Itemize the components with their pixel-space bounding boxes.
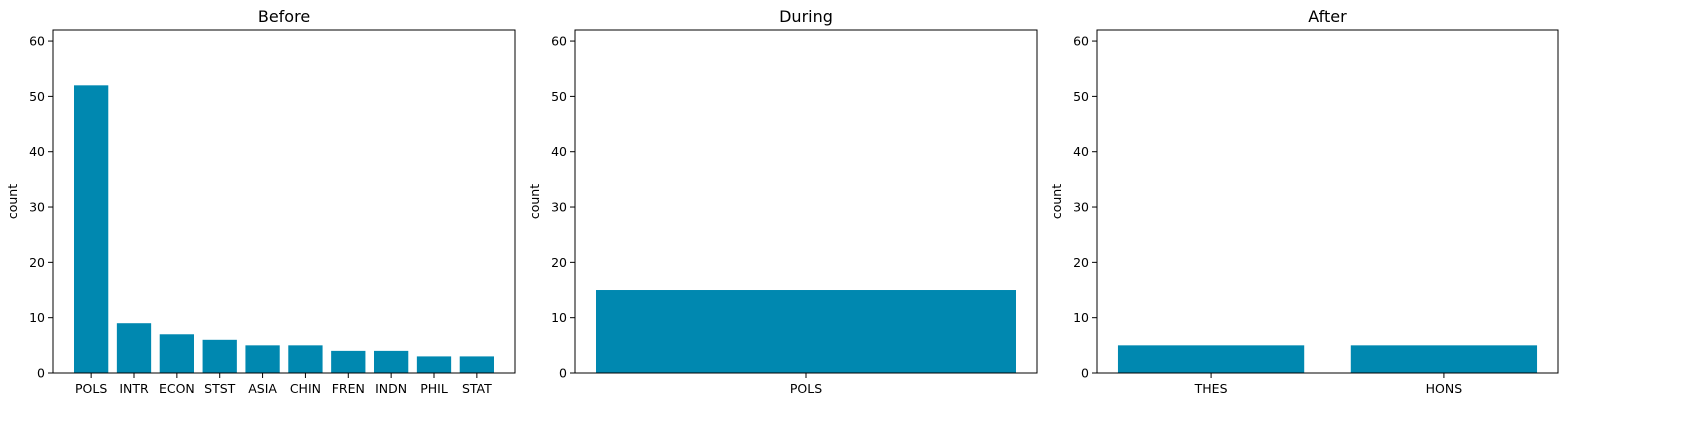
x-tick-label: PHIL <box>420 381 448 396</box>
y-tick-label: 40 <box>29 144 45 159</box>
bar-thes <box>1117 345 1305 373</box>
x-axis: THES HONS <box>1194 373 1463 396</box>
x-tick-label: ASIA <box>248 381 277 396</box>
y-tick-label: 50 <box>1073 89 1089 104</box>
x-tick-label: FREN <box>332 381 365 396</box>
y-axis: 0 10 20 30 40 50 60 <box>1073 34 1097 381</box>
x-tick-label: STAT <box>462 381 492 396</box>
y-tick-label: 30 <box>29 200 45 215</box>
bar-intr <box>116 323 152 373</box>
y-tick-label: 30 <box>551 200 567 215</box>
bars <box>74 85 494 374</box>
y-tick-label: 10 <box>551 310 567 325</box>
bar-pols <box>596 290 1016 373</box>
y-tick-label: 60 <box>551 34 567 49</box>
x-tick-label: INDN <box>375 381 407 396</box>
x-tick-label: THES <box>1194 381 1228 396</box>
bar-phil <box>416 356 452 373</box>
y-tick-label: 0 <box>559 366 567 381</box>
y-tick-label: 0 <box>1081 366 1089 381</box>
y-tick-label: 40 <box>1073 144 1089 159</box>
bar-stst <box>202 339 237 373</box>
plot-frame <box>52 29 516 374</box>
panel-during: During count 0 10 20 30 40 50 60 POLS <box>527 7 1038 396</box>
y-tick-label: 50 <box>551 89 567 104</box>
x-tick-label: ECON <box>159 381 195 396</box>
bar-stat <box>459 356 494 373</box>
y-tick-label: 50 <box>29 89 45 104</box>
y-axis-label: count <box>5 184 20 219</box>
y-axis: 0 10 20 30 40 50 60 <box>551 34 575 381</box>
bars <box>596 290 1016 373</box>
y-tick-label: 40 <box>551 144 567 159</box>
x-tick-label: POLS <box>75 381 107 396</box>
y-tick-label: 10 <box>29 310 45 325</box>
y-tick-label: 20 <box>551 255 567 270</box>
plot-frame <box>574 29 1038 374</box>
x-tick-label: CHIN <box>290 381 321 396</box>
bar-econ <box>159 334 194 373</box>
y-axis: 0 10 20 30 40 50 60 <box>29 34 53 381</box>
y-tick-label: 20 <box>1073 255 1089 270</box>
y-tick-label: 10 <box>1073 310 1089 325</box>
x-axis: POLS <box>790 373 822 396</box>
panel-title: After <box>1308 7 1347 26</box>
y-axis-label: count <box>527 184 542 219</box>
bars <box>1117 345 1538 373</box>
panel-after: After count 0 10 20 30 40 50 60 THES HONS <box>1049 7 1559 396</box>
panel-title: During <box>779 7 833 26</box>
bar-fren <box>331 350 366 373</box>
y-tick-label: 0 <box>37 366 45 381</box>
y-tick-label: 60 <box>1073 34 1089 49</box>
panel-title: Before <box>258 7 310 26</box>
y-tick-label: 30 <box>1073 200 1089 215</box>
x-tick-label: POLS <box>790 381 822 396</box>
bar-asia <box>245 345 280 373</box>
x-tick-label: STST <box>204 381 236 396</box>
bar-pols <box>74 85 109 374</box>
bar-indn <box>374 350 409 373</box>
x-axis: POLS INTR ECON STST ASIA CHIN FREN INDN PHIL STAT <box>75 373 492 396</box>
y-tick-label: 60 <box>29 34 45 49</box>
x-tick-label: HONS <box>1426 381 1463 396</box>
y-tick-label: 20 <box>29 255 45 270</box>
plot-frame <box>1096 29 1559 374</box>
x-tick-label: INTR <box>119 381 149 396</box>
bar-hons <box>1350 345 1538 373</box>
y-axis-label: count <box>1049 184 1064 219</box>
panel-before: Before count 0 10 20 30 40 50 60 POLS INTR ECON S… <box>5 7 516 396</box>
bar-chin <box>288 345 323 373</box>
